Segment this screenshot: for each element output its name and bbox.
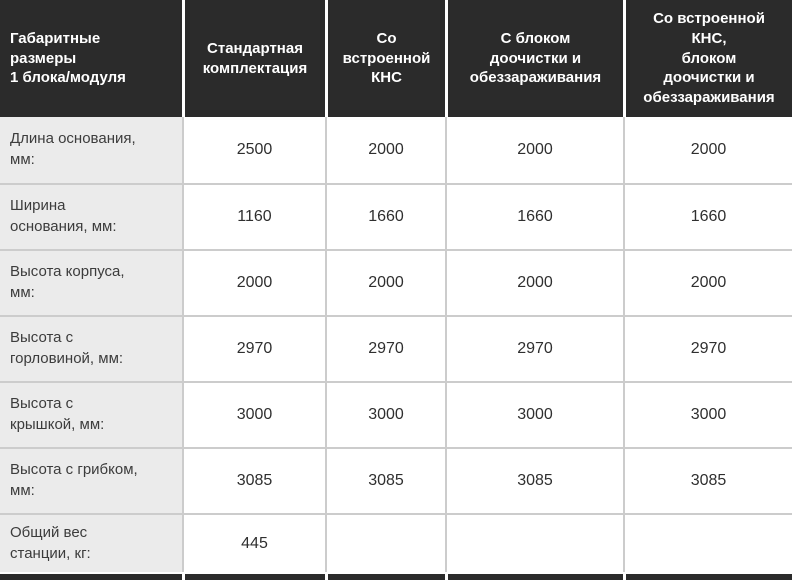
value-cell: 3085 xyxy=(182,447,325,513)
value-cell: 2000 xyxy=(445,117,623,183)
specs-table-body: Длина основания, мм: 2500 2000 2000 2000… xyxy=(0,117,792,580)
value-cell: 2970 xyxy=(325,315,445,381)
strip-cell xyxy=(325,572,445,580)
header-cell-dimensions-title: Габаритные размеры 1 блока/модуля xyxy=(0,0,182,117)
header-cell-standard-config: Стандартная комплектация xyxy=(182,0,325,117)
value-cell: 3000 xyxy=(445,381,623,447)
value-cell: 445 xyxy=(182,513,325,572)
value-cell: 2000 xyxy=(182,249,325,315)
strip-cell xyxy=(445,572,623,580)
value-cell: 2970 xyxy=(623,315,792,381)
value-cell: 2000 xyxy=(325,117,445,183)
value-cell: 3085 xyxy=(623,447,792,513)
value-cell: 3085 xyxy=(325,447,445,513)
value-cell: 2500 xyxy=(182,117,325,183)
table-row-height-with-cap: Высота с грибком, мм: 3085 3085 3085 308… xyxy=(0,447,792,513)
value-cell: 1660 xyxy=(445,183,623,249)
specs-table-header: Габаритные размеры 1 блока/модуля Станда… xyxy=(0,0,792,117)
value-cell: 2000 xyxy=(445,249,623,315)
strip-cell xyxy=(0,572,182,580)
header-row: Габаритные размеры 1 блока/модуля Станда… xyxy=(0,0,792,117)
value-cell xyxy=(623,513,792,572)
header-cell-built-in-kns: Со встроенной КНС xyxy=(325,0,445,117)
strip-cell xyxy=(182,572,325,580)
value-cell: 2000 xyxy=(623,249,792,315)
strip-cell xyxy=(623,572,792,580)
value-cell: 2000 xyxy=(325,249,445,315)
row-label: Высота с крышкой, мм: xyxy=(0,381,182,447)
row-label: Высота корпуса, мм: xyxy=(0,249,182,315)
table-row-base-length: Длина основания, мм: 2500 2000 2000 2000 xyxy=(0,117,792,183)
table-row-height-with-neck: Высота с горловиной, мм: 2970 2970 2970 … xyxy=(0,315,792,381)
next-table-header-strip xyxy=(0,572,792,580)
value-cell: 3000 xyxy=(623,381,792,447)
table-row-base-width: Ширина основания, мм: 1160 1660 1660 166… xyxy=(0,183,792,249)
header-cell-kns-and-post-treatment: Со встроенной КНС, блоком доочистки и об… xyxy=(623,0,792,117)
table-row-height-with-lid: Высота с крышкой, мм: 3000 3000 3000 300… xyxy=(0,381,792,447)
value-cell: 3000 xyxy=(325,381,445,447)
value-cell xyxy=(325,513,445,572)
row-label: Высота с грибком, мм: xyxy=(0,447,182,513)
row-label: Длина основания, мм: xyxy=(0,117,182,183)
row-label: Общий вес станции, кг: xyxy=(0,513,182,572)
header-cell-post-treatment-block: С блоком доочистки и обеззараживания xyxy=(445,0,623,117)
value-cell xyxy=(445,513,623,572)
value-cell: 2000 xyxy=(623,117,792,183)
table-row-total-weight: Общий вес станции, кг: 445 xyxy=(0,513,792,572)
value-cell: 3085 xyxy=(445,447,623,513)
row-label: Ширина основания, мм: xyxy=(0,183,182,249)
value-cell: 1660 xyxy=(623,183,792,249)
row-label: Высота с горловиной, мм: xyxy=(0,315,182,381)
value-cell: 3000 xyxy=(182,381,325,447)
value-cell: 2970 xyxy=(182,315,325,381)
value-cell: 2970 xyxy=(445,315,623,381)
value-cell: 1660 xyxy=(325,183,445,249)
value-cell: 1160 xyxy=(182,183,325,249)
table-row-body-height: Высота корпуса, мм: 2000 2000 2000 2000 xyxy=(0,249,792,315)
